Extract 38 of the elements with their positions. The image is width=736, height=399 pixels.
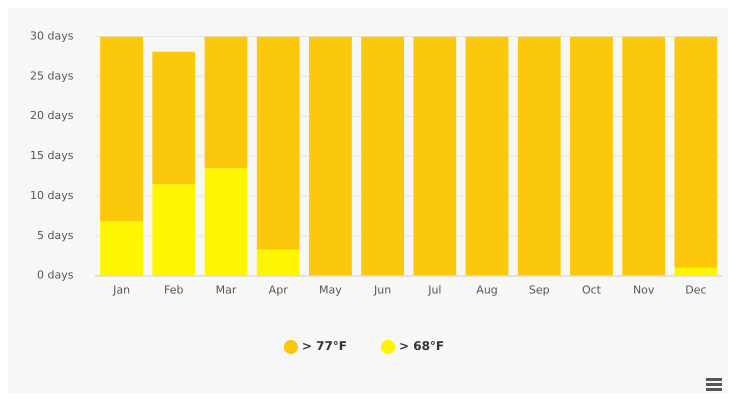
bar	[361, 36, 404, 276]
x-tick-label: Apr	[268, 283, 288, 296]
y-tick-label: 20 days	[30, 109, 74, 122]
y-tick-label: 30 days	[30, 29, 74, 42]
bar	[674, 268, 718, 276]
y-tick-label: 15 days	[30, 149, 74, 162]
x-tick-label: Sep	[528, 283, 550, 296]
bar	[622, 36, 666, 276]
y-tick-label: 25 days	[30, 69, 74, 82]
y-tick-label: 10 days	[30, 188, 74, 202]
x-tick-label: Oct	[582, 283, 602, 296]
bar	[413, 36, 456, 276]
bar	[674, 36, 718, 268]
x-tick-label: Jan	[112, 283, 130, 296]
x-tick-label: Jun	[373, 283, 392, 296]
bar	[100, 36, 143, 222]
bar	[570, 36, 613, 276]
x-tick-label: Feb	[164, 283, 184, 296]
bar	[152, 184, 196, 276]
bar	[204, 168, 248, 276]
x-tick-label: Dec	[685, 283, 707, 296]
x-tick-label: Mar	[216, 283, 237, 296]
bar	[204, 36, 248, 168]
bar	[256, 249, 300, 276]
x-tick-label: Jul	[427, 283, 442, 296]
bar	[518, 36, 561, 276]
x-tick-label: Aug	[476, 283, 498, 296]
bar	[309, 36, 352, 276]
x-tick-label: Nov	[632, 283, 655, 296]
y-tick-label: 5 days	[36, 228, 74, 242]
legend-label: > 77°F	[302, 339, 348, 354]
bar	[152, 52, 196, 184]
bar	[256, 36, 300, 250]
y-tick-label: 0 days	[36, 268, 74, 282]
x-tick-label: May	[319, 283, 342, 296]
bar	[466, 36, 508, 276]
legend-label: > 68°F	[399, 339, 444, 354]
bar	[100, 222, 143, 276]
